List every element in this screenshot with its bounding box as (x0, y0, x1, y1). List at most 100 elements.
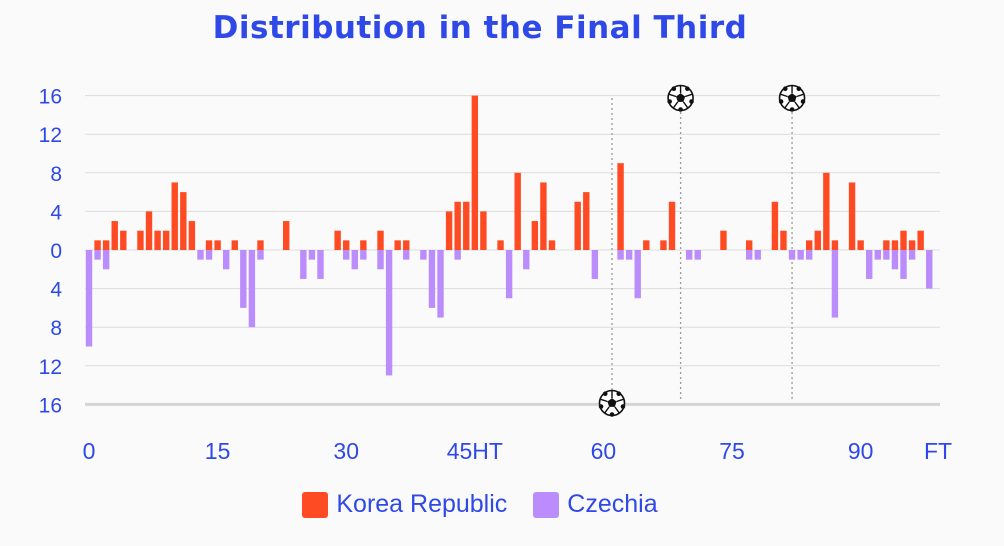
soccer-ball-icon-patch (598, 404, 604, 409)
legend-item-home[interactable]: Korea Republic (302, 490, 507, 519)
soccer-ball-icon-patch (778, 99, 784, 104)
bar-korea-republic (231, 240, 238, 250)
bar-czechia (591, 250, 599, 279)
bar-korea-republic (514, 172, 521, 250)
bar-czechia (874, 250, 881, 260)
bar-korea-republic (94, 240, 101, 250)
soccer-ball-icon-patch (796, 86, 802, 91)
bar-korea-republic (180, 192, 187, 250)
bar-korea-republic (771, 201, 779, 250)
bar-korea-republic (257, 240, 264, 250)
bar-czechia (403, 250, 410, 260)
soccer-ball-icon-seam (780, 93, 788, 98)
bar-korea-republic (205, 240, 213, 250)
bar-czechia (900, 250, 907, 279)
soccer-ball-icon-patch (616, 391, 622, 396)
soccer-ball-icon-seam (784, 101, 790, 109)
bar-czechia (94, 250, 101, 260)
bar-czechia (754, 250, 761, 260)
bar-czechia (797, 250, 804, 260)
bar-czechia (428, 250, 436, 308)
bar-czechia (308, 250, 316, 260)
bar-korea-republic (480, 211, 487, 250)
bar-korea-republic (780, 230, 787, 250)
bar-korea-republic (282, 221, 290, 250)
soccer-ball-icon-patch (602, 391, 608, 396)
y-tick-label: 16 (39, 86, 62, 109)
bar-korea-republic (660, 240, 667, 250)
bar-korea-republic (917, 230, 924, 250)
bar-korea-republic (171, 182, 178, 250)
soccer-ball-icon-seam (682, 101, 689, 109)
soccer-ball-icon-patch (620, 404, 626, 409)
y-tick-label: 4 (50, 279, 62, 302)
x-tick-label: 15 (205, 438, 231, 464)
bar-korea-republic (848, 182, 856, 250)
bar-czechia (634, 250, 641, 299)
bar-korea-republic (162, 230, 170, 250)
bar-korea-republic (831, 240, 839, 250)
bar-korea-republic (214, 240, 221, 250)
bar-czechia (745, 250, 753, 260)
bar-korea-republic (403, 240, 410, 250)
bar-czechia (317, 250, 324, 279)
chart-svg: 16 12 8 4 0 4 8 12 16 0 15 30 45HT 60 75 90 FT (39, 84, 952, 464)
bar-korea-republic (720, 230, 727, 250)
bar-korea-republic (360, 240, 367, 250)
bar-czechia (300, 250, 307, 279)
x-tick-label: 60 (591, 438, 617, 464)
bar-czechia (908, 250, 916, 260)
bar-czechia (523, 250, 530, 270)
bar-korea-republic (814, 230, 821, 250)
bar-korea-republic (377, 230, 384, 250)
bar-korea-republic (883, 240, 890, 250)
legend-label-away: Czechia (567, 490, 658, 518)
y-tick-label: 0 (50, 240, 62, 263)
bar-korea-republic (531, 221, 539, 250)
bar-korea-republic (120, 230, 127, 250)
y-tick-label: 16 (39, 394, 62, 417)
soccer-ball-icon-center (676, 93, 686, 102)
bar-czechia (617, 250, 624, 260)
bar-korea-republic (548, 240, 556, 250)
bar-korea-republic (617, 163, 624, 250)
soccer-ball-icon-seam (672, 101, 679, 109)
bar-czechia (85, 250, 93, 347)
soccer-ball-icon-patch (789, 107, 795, 112)
bar-czechia (351, 250, 358, 270)
legend-swatch-away (533, 491, 560, 518)
bar-korea-republic (900, 230, 907, 250)
bar-korea-republic (145, 211, 153, 250)
soccer-ball-icon-patch (782, 86, 788, 91)
bar-korea-republic (583, 192, 590, 250)
soccer-ball-icon-patch (685, 86, 690, 91)
bar-czechia (248, 250, 256, 328)
bar-czechia (891, 250, 899, 270)
soccer-ball-icon-patch (689, 99, 694, 104)
bar-czechia (505, 250, 513, 299)
bar-czechia (360, 250, 367, 260)
bar-korea-republic (857, 240, 864, 250)
bar-czechia (240, 250, 247, 308)
bar-czechia (685, 250, 693, 260)
bar-korea-republic (805, 240, 813, 250)
soccer-ball-icon-patch (671, 86, 677, 91)
legend: Korea Republic Czechia (0, 490, 960, 519)
bar-korea-republic (668, 201, 676, 250)
bar-czechia (205, 250, 213, 260)
y-tick-label: 12 (39, 356, 62, 379)
soccer-ball-icon-seam (684, 93, 693, 98)
bar-korea-republic (908, 240, 916, 250)
legend-label-home: Korea Republic (336, 490, 508, 518)
bar-czechia (831, 250, 839, 318)
bar-korea-republic (137, 230, 144, 250)
bar-czechia (197, 250, 204, 260)
soccer-ball-icon-center (787, 93, 797, 102)
bar-czechia (222, 250, 230, 270)
soccer-ball-icon-seam (604, 406, 610, 414)
bar-korea-republic (497, 240, 504, 250)
bar-korea-republic (745, 240, 753, 250)
x-tick-label: 0 (83, 438, 96, 464)
soccer-ball-icon-seam (794, 101, 800, 109)
legend-item-away[interactable]: Czechia (533, 490, 658, 519)
